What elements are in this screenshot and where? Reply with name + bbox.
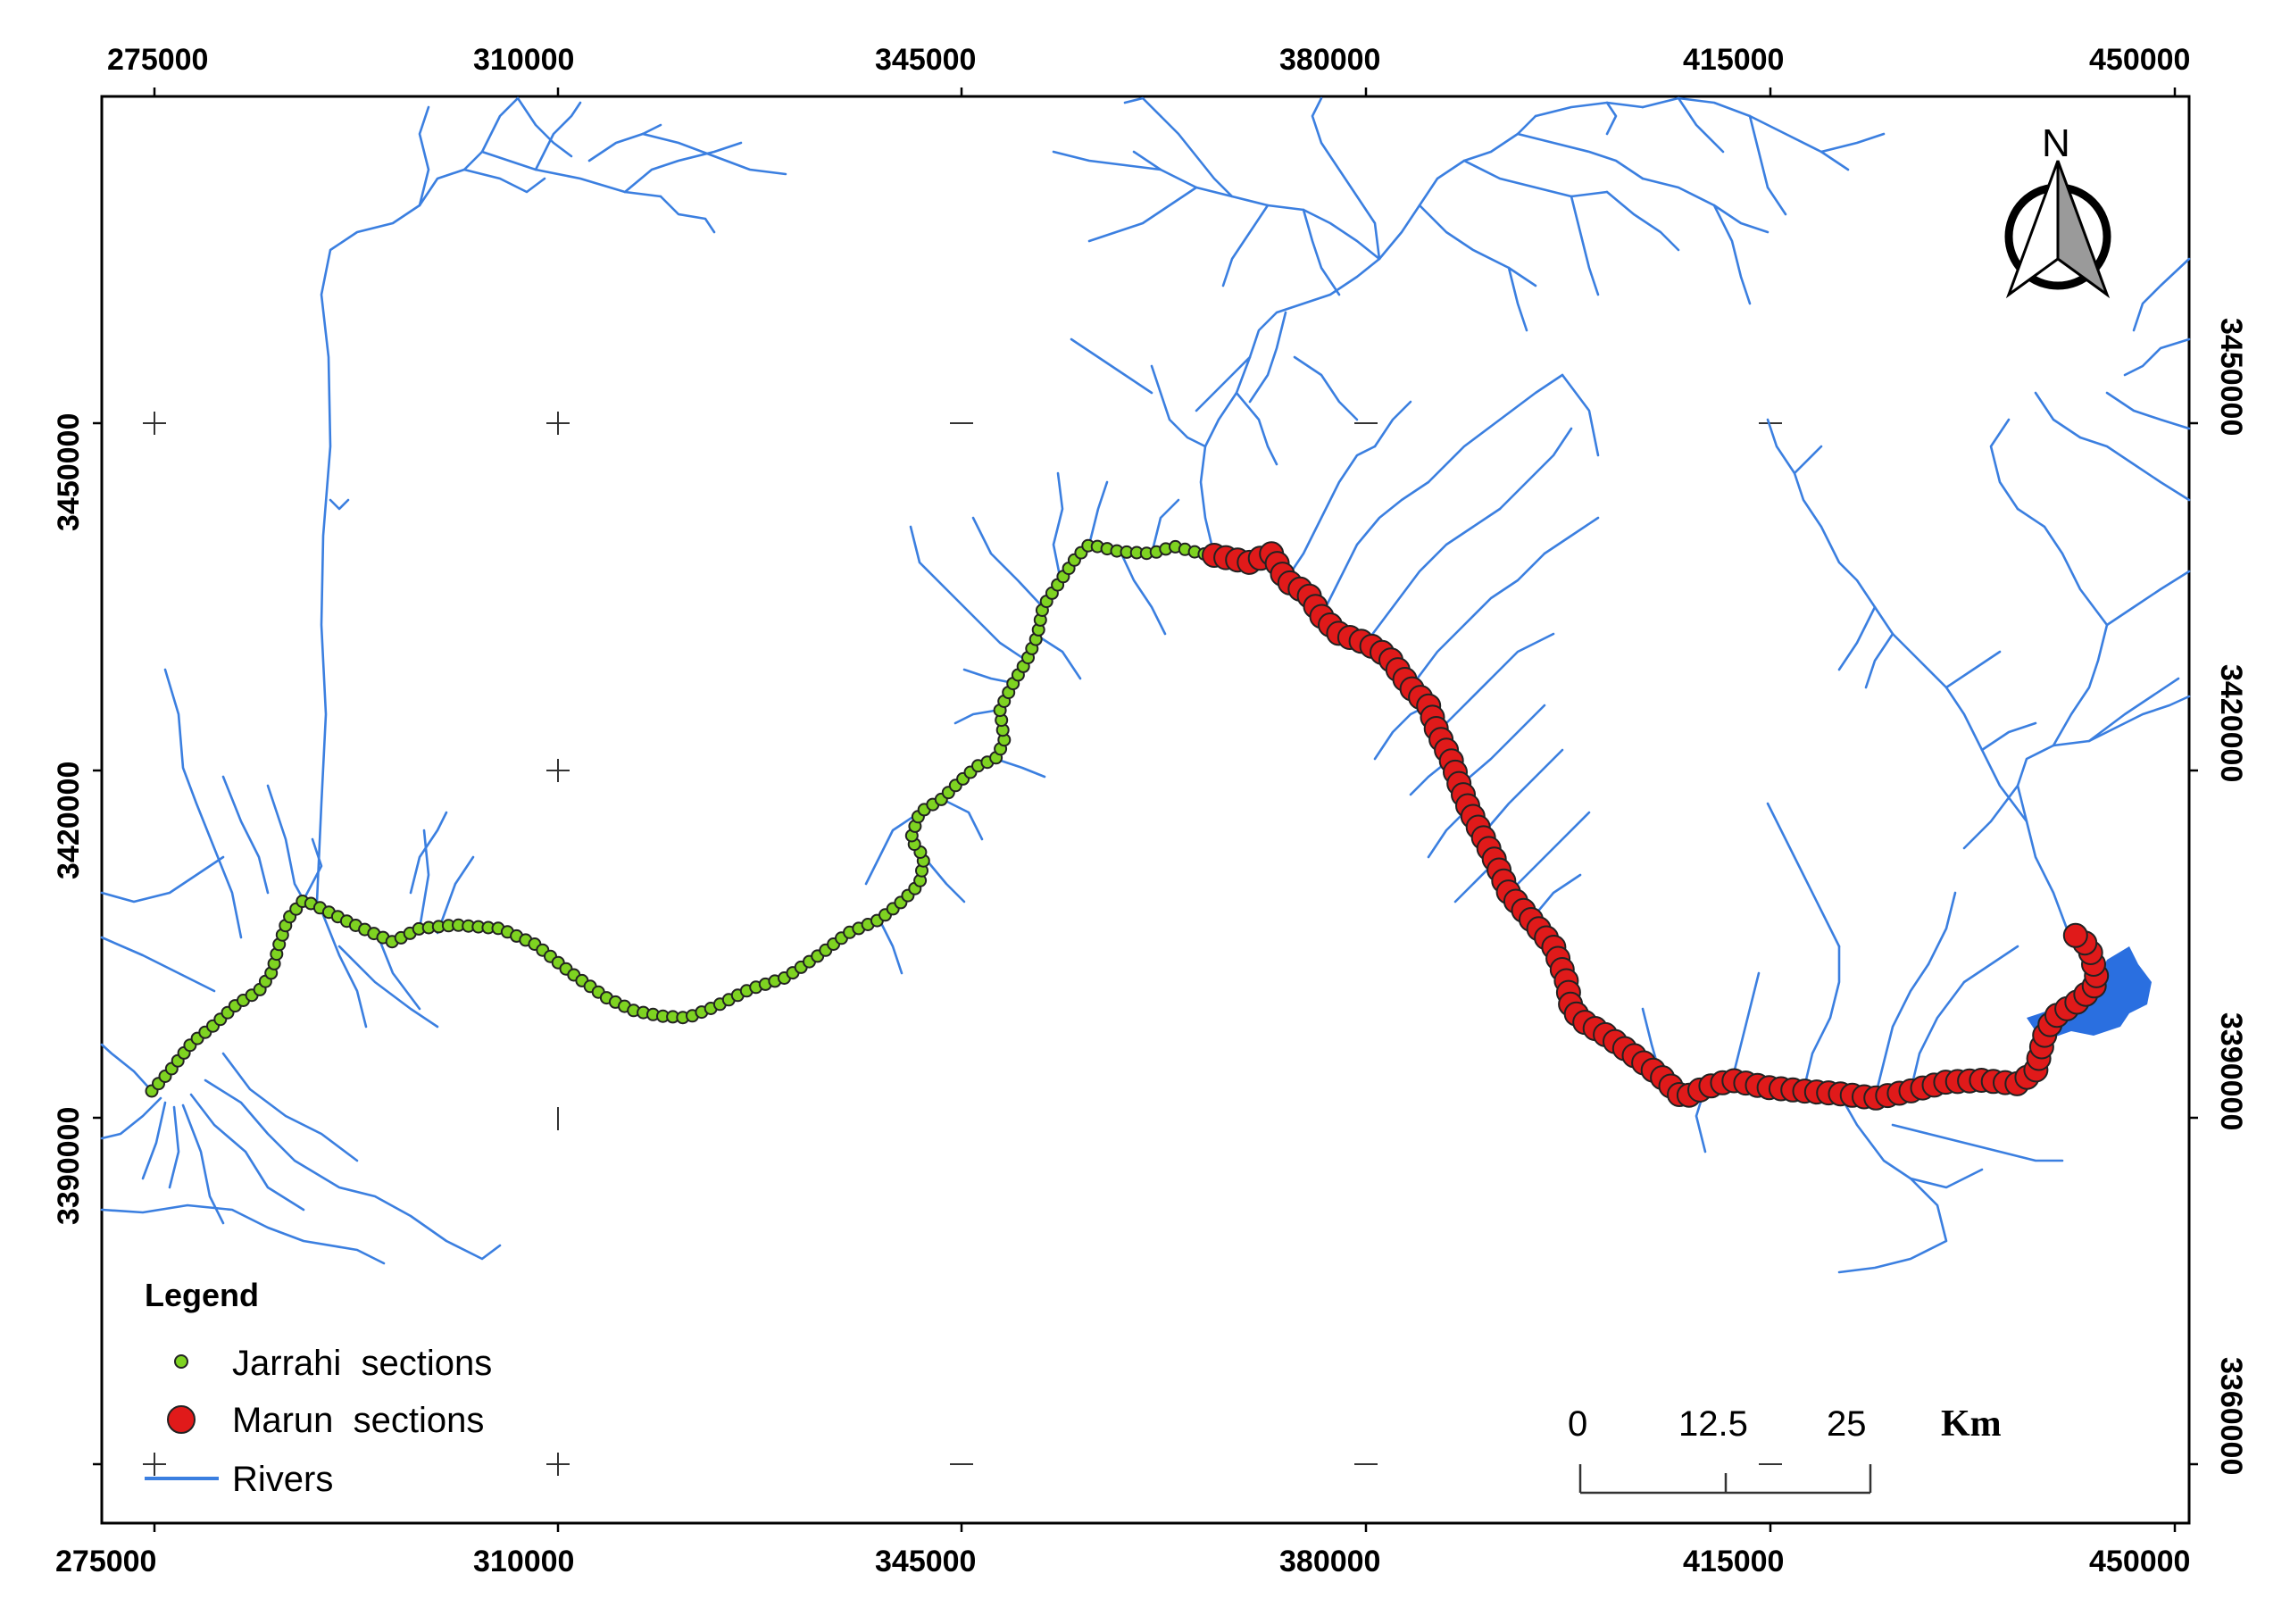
jarrahi-sections (145, 538, 1221, 1098)
legend-label-jarrahi: Jarrahi sections (232, 1344, 492, 1383)
y-tick-right: 3390000 (2214, 1012, 2248, 1130)
scale-bar: 0 12.5 25 Km (1568, 1403, 2002, 1495)
x-tick-bottom: 275000 (55, 1545, 156, 1578)
x-tick-top: 415000 (1683, 43, 1784, 77)
x-tick-top: 345000 (875, 43, 976, 77)
x-tick-top: 310000 (473, 43, 574, 77)
map-frame (100, 95, 2191, 1525)
legend-label-marun: Marun sections (232, 1401, 484, 1440)
x-tick-bottom: 310000 (473, 1545, 574, 1578)
x-tick-top: 380000 (1279, 43, 1380, 77)
frame-ticks (93, 87, 2198, 1532)
x-axis-bottom-labels: 275000 310000 345000 380000 415000 45000… (55, 1545, 2190, 1578)
legend-symbol-jarrahi (174, 1354, 188, 1369)
x-tick-bottom: 345000 (875, 1545, 976, 1578)
y-tick-right: 3420000 (2214, 664, 2248, 782)
x-tick-top: 450000 (2089, 43, 2190, 77)
scale-label-25: 25 (1827, 1404, 1867, 1444)
legend-title: Legend (145, 1277, 259, 1313)
graticule (143, 412, 1782, 1476)
marun-section-point (2062, 922, 2088, 948)
x-tick-bottom: 450000 (2089, 1545, 2190, 1578)
x-tick-bottom: 380000 (1279, 1545, 1380, 1578)
legend-symbol-marun (167, 1405, 196, 1434)
y-tick-right: 3360000 (2214, 1357, 2248, 1475)
scale-bar-line (1578, 1464, 1872, 1495)
y-tick-right: 3450000 (2214, 318, 2248, 436)
x-tick-bottom: 415000 (1683, 1545, 1784, 1578)
legend: Legend Jarrahi sections Marun sections R… (145, 1277, 492, 1499)
y-axis-right-labels: 3450000 3420000 3390000 3360000 (2214, 318, 2248, 1475)
y-tick-left: 3420000 (52, 762, 86, 879)
scale-label-12-5: 12.5 (1678, 1404, 1748, 1444)
x-axis-top-labels: 275000 310000 345000 380000 415000 45000… (107, 43, 2190, 77)
legend-label-rivers: Rivers (232, 1460, 333, 1499)
x-tick-top: 275000 (107, 43, 208, 77)
scale-label-0: 0 (1568, 1404, 1587, 1444)
y-tick-left: 3390000 (52, 1107, 86, 1225)
north-arrow-right-half (2056, 160, 2111, 299)
y-tick-left: 3450000 (52, 413, 86, 531)
marun-sections (1202, 541, 2110, 1111)
scale-unit: Km (1941, 1403, 2002, 1445)
north-arrow: N (1986, 116, 2120, 312)
north-label: N (2042, 121, 2070, 165)
y-axis-left-labels: 3450000 3420000 3390000 (52, 413, 86, 1225)
